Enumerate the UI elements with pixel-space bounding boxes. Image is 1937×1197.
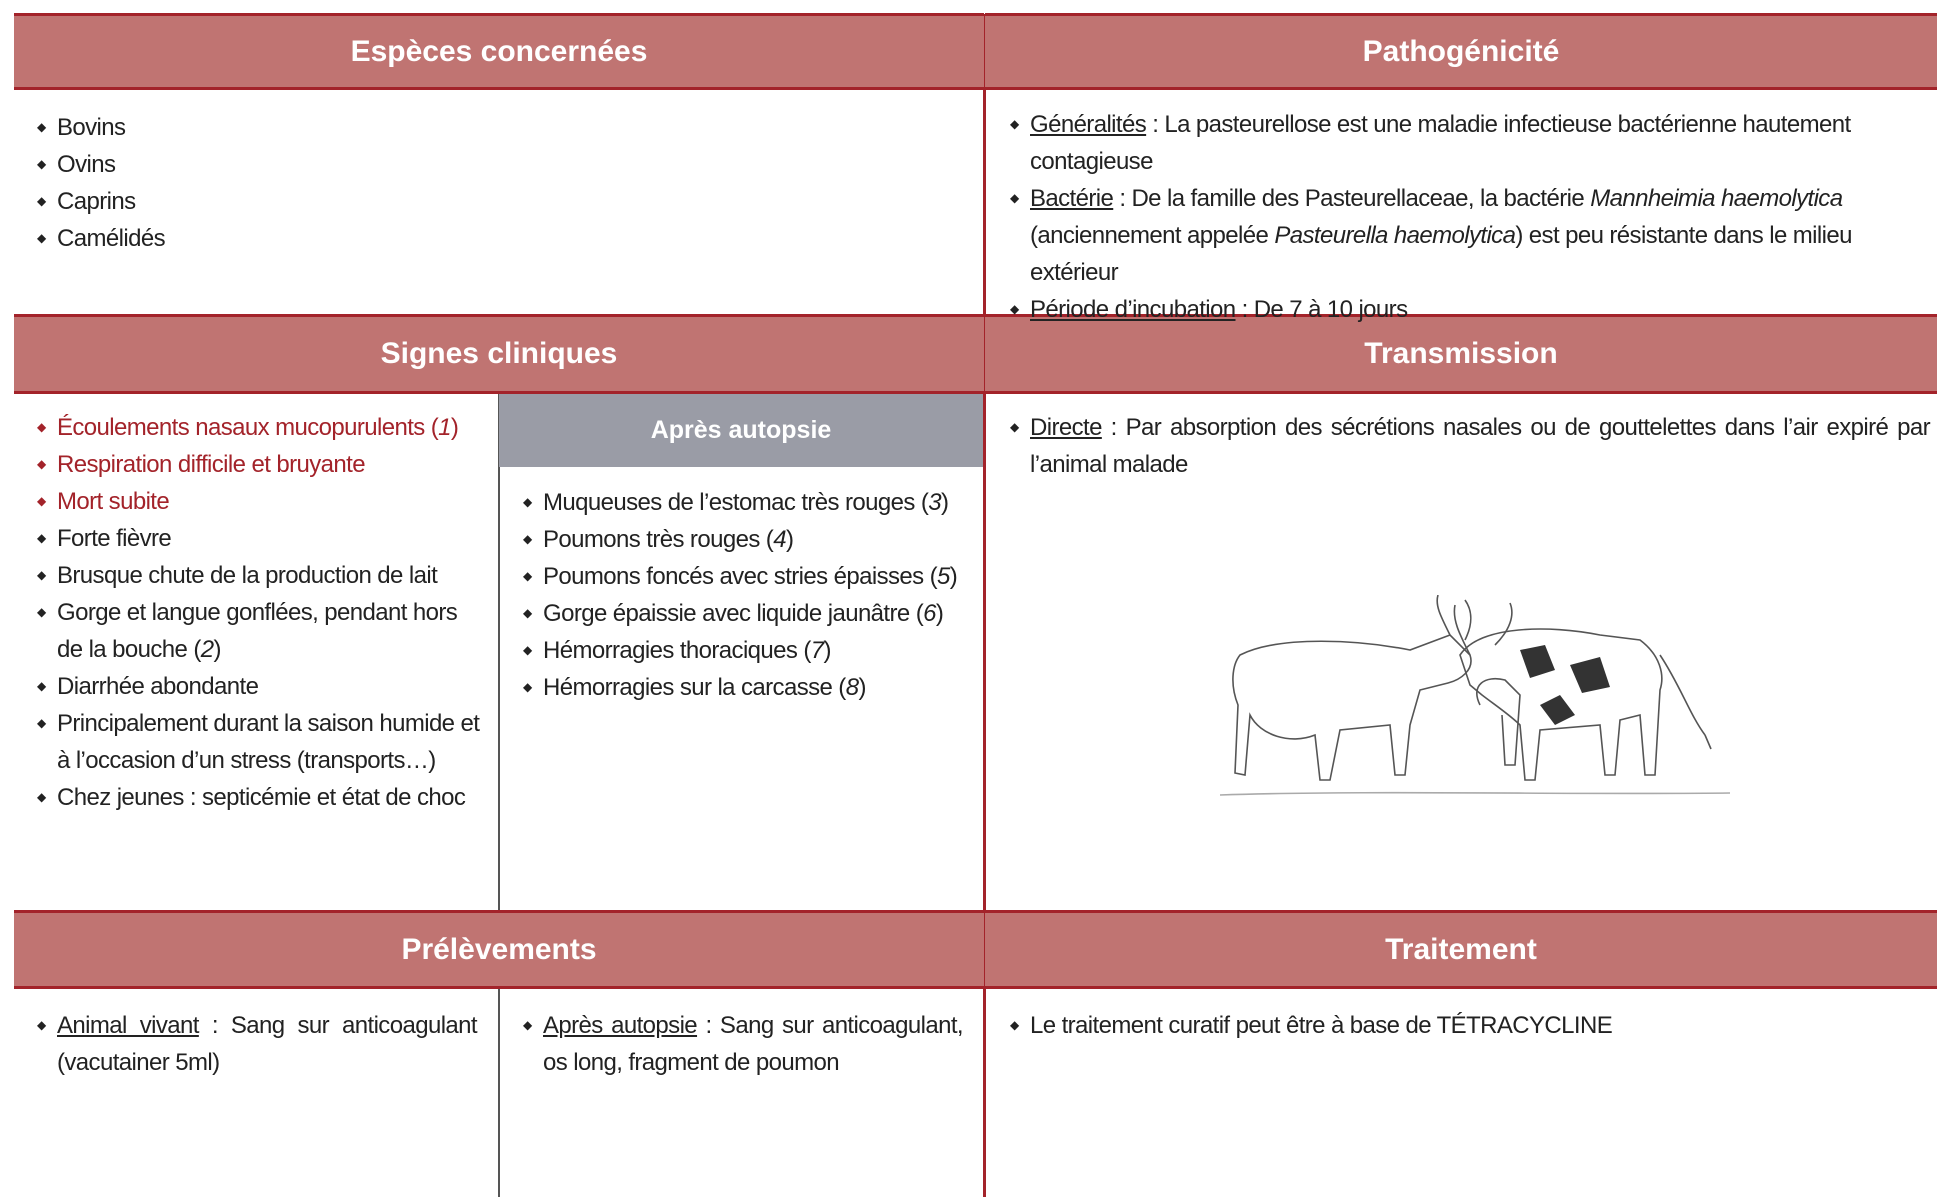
text: Gorge épaissie avec liquide jaunâtre ( <box>543 600 924 627</box>
list-item: Le traitement curatif peut être à base d… <box>1010 1007 1930 1044</box>
text: : Par absorption des sécrétions nasales … <box>1030 414 1931 478</box>
text: Pasteurella haemolytica <box>1274 222 1516 249</box>
list-item: Directe : Par absorption des sécrétions … <box>1010 409 1931 483</box>
text: : De la famille des Pasteurellaceae, la … <box>1113 185 1591 212</box>
list-item: Bovins <box>37 109 957 146</box>
text: Hémorragies sur la carcasse ( <box>543 674 846 701</box>
text: Poumons foncés avec stries épaisses ( <box>543 563 938 590</box>
text: Camélidés <box>57 225 166 252</box>
list: Le traitement curatif peut être à base d… <box>1010 1007 1930 1044</box>
text: Bovins <box>57 114 126 141</box>
section-header: Pathogénicité <box>985 13 1937 90</box>
list-item: Généralités : La pasteurellose est une m… <box>1010 106 1930 180</box>
text: Mort subite <box>57 488 170 515</box>
list-item: Après autopsie : Sang sur anticoagulant,… <box>523 1007 964 1081</box>
text: Mannheimia haemolytica <box>1590 185 1843 212</box>
text: 7 <box>810 637 824 664</box>
list-item: Camélidés <box>37 220 957 257</box>
text: Respiration difficile et bruyante <box>57 451 366 478</box>
text: Après autopsie <box>543 1012 698 1039</box>
text: Ovins <box>57 151 116 178</box>
text: : Sang sur anticoagulant, os long, fragm… <box>543 1012 964 1076</box>
section-header: Prélèvements <box>14 910 984 989</box>
list-item: Gorge et langue gonflées, pendant hors d… <box>37 594 482 668</box>
text: 6 <box>923 600 936 627</box>
section-header: Traitement <box>985 910 1937 989</box>
text: Directe <box>1030 414 1102 441</box>
list: Muqueuses de l’estomac très rouges (3)Po… <box>523 484 973 706</box>
text: Chez jeunes : septicémie et état de choc <box>57 784 466 811</box>
text: ) <box>941 489 949 516</box>
list: Directe : Par absorption des sécrétions … <box>1010 409 1931 483</box>
text: 8 <box>845 674 859 701</box>
text: : Sang sur anticoagulant (vacutainer 5ml… <box>57 1012 478 1076</box>
text: Hémorragies thoraciques ( <box>543 637 811 664</box>
text: ) <box>823 637 832 664</box>
list-item: Ovins <box>37 146 957 183</box>
text: ) <box>858 674 866 701</box>
list-item: Poumons très rouges (4) <box>523 521 973 558</box>
list: Après autopsie : Sang sur anticoagulant,… <box>523 1007 964 1081</box>
list-item: Mort subite <box>37 483 482 520</box>
text: ) <box>213 636 221 663</box>
text: Principalement durant la saison humide e… <box>57 710 480 774</box>
text: 4 <box>773 526 786 553</box>
text: 1 <box>438 414 451 441</box>
list-item: Gorge épaissie avec liquide jaunâtre (6) <box>523 595 973 632</box>
text: Diarrhée abondante <box>57 673 259 700</box>
list-item: Écoulements nasaux mucopurulents (1) <box>37 409 482 446</box>
text: Forte fièvre <box>57 525 172 552</box>
list-item: Hémorragies sur la carcasse (8) <box>523 669 973 706</box>
text: Caprins <box>57 188 136 215</box>
text: : De 7 à 10 jours <box>1235 296 1409 323</box>
text: ) est peu résistante dans le milieu exté… <box>1030 222 1852 286</box>
text: Brusque chute de la production de lait <box>57 562 438 589</box>
text: ) <box>785 526 794 553</box>
text: : La pasteurellose est une maladie infec… <box>1030 111 1851 175</box>
divider <box>498 393 500 911</box>
list: Écoulements nasaux mucopurulents (1) Resp… <box>37 409 482 816</box>
list-item: Animal vivant : Sang sur anticoagulant (… <box>37 1007 478 1081</box>
list-item: Poumons foncés avec stries épaisses (5) <box>523 558 973 595</box>
text: 5 <box>937 563 950 590</box>
list-item: Principalement durant la saison humide e… <box>37 705 482 779</box>
list-item: Forte fièvre <box>37 520 482 557</box>
text: ) <box>949 563 958 590</box>
text: Écoulements nasaux mucopurulents ( <box>57 414 439 441</box>
list-item: Bactérie : De la famille des Pasteurella… <box>1010 180 1930 291</box>
list-item: Hémorragies thoraciques (7) <box>523 632 973 669</box>
section-header: Espèces concernées <box>14 13 984 90</box>
list-item: Brusque chute de la production de lait <box>37 557 482 594</box>
text: Animal vivant <box>57 1012 199 1039</box>
list: Généralités : La pasteurellose est une m… <box>1010 106 1930 328</box>
text: Muqueuses de l’estomac très rouges ( <box>543 489 929 516</box>
list-item: Caprins <box>37 183 957 220</box>
text: ) <box>935 600 944 627</box>
text: Bactérie <box>1030 185 1114 212</box>
sub-header: Après autopsie <box>499 394 983 467</box>
text: Période d’incubation <box>1030 296 1236 323</box>
text: 2 <box>200 636 214 663</box>
text: ) <box>450 414 459 441</box>
divider <box>498 988 500 1197</box>
list-item: Muqueuses de l’estomac très rouges (3) <box>523 484 973 521</box>
list-item: Respiration difficile et bruyante <box>37 446 482 483</box>
list-item: Diarrhée abondante <box>37 668 482 705</box>
text: (anciennement appelée <box>1030 222 1275 249</box>
list-item: Période d’incubation : De 7 à 10 jours <box>1010 291 1930 328</box>
list-item: Chez jeunes : septicémie et état de choc <box>37 779 482 816</box>
illustration <box>1220 595 1730 796</box>
section-header: Signes cliniques <box>14 314 984 394</box>
list: Animal vivant : Sang sur anticoagulant (… <box>37 1007 478 1081</box>
text: Poumons très rouges ( <box>543 526 774 553</box>
text: Le traitement curatif peut être à base d… <box>1030 1012 1613 1039</box>
text: Généralités <box>1030 111 1147 138</box>
divider <box>983 14 986 1197</box>
text: Gorge et langue gonflées, pendant hors d… <box>57 599 458 663</box>
list: Bovins Ovins Caprins Camélidés <box>37 109 957 257</box>
text: 3 <box>928 489 942 516</box>
